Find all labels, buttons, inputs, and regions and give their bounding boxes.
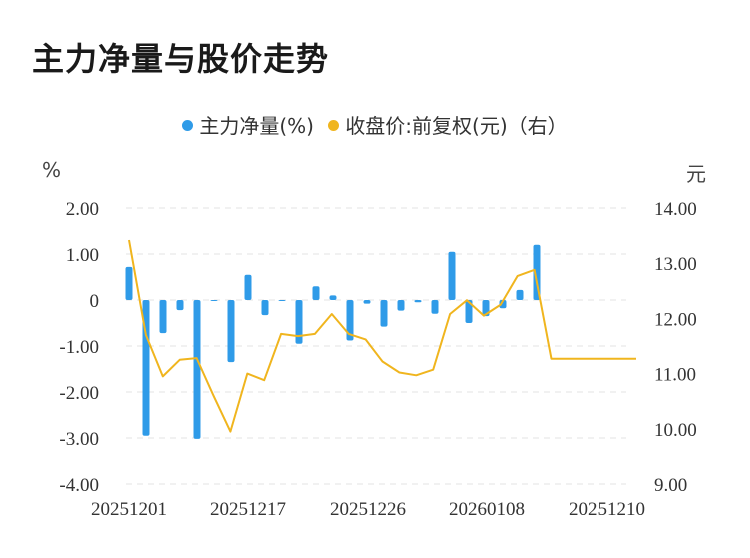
x-axis-tick-label: 20251217: [210, 499, 286, 520]
right-axis-unit: 元: [686, 162, 706, 186]
right-axis-tick-label: 14.00: [654, 199, 697, 220]
left-axis-tick-label: -3.00: [59, 429, 99, 450]
net-flow-bar: [176, 300, 184, 311]
net-flow-bar: [363, 300, 371, 304]
x-axis-tick-label: 20251201: [91, 499, 167, 520]
chart-title: 主力净量与股价走势: [32, 40, 330, 78]
left-axis-unit: %: [42, 158, 62, 182]
right-axis-tick-label: 9.00: [654, 475, 687, 496]
close-price-line: [128, 239, 636, 433]
net-flow-bar: [465, 300, 473, 323]
net-flow-bar: [380, 300, 388, 327]
left-axis-tick-label: -1.00: [59, 337, 99, 358]
right-axis-tick-label: 12.00: [654, 309, 697, 330]
net-flow-bar: [125, 266, 133, 300]
net-flow-bar: [244, 274, 252, 300]
legend: 主力净量(%) 收盘价:前复权(元)（右）: [0, 110, 750, 139]
net-flow-bar: [329, 295, 337, 300]
net-flow-bar: [142, 300, 150, 436]
right-axis-tick-label: 13.00: [654, 254, 697, 275]
net-flow-bar: [431, 300, 439, 314]
net-flow-bar: [312, 286, 320, 300]
net-flow-bar: [414, 300, 422, 303]
left-axis-tick-label: 0: [90, 291, 100, 312]
left-axis-tick-label: 1.00: [66, 245, 99, 266]
net-flow-bar: [397, 300, 405, 311]
net-flow-bar: [227, 300, 235, 363]
right-axis-tick-label: 10.00: [654, 420, 697, 441]
net-flow-bar: [278, 300, 286, 301]
left-axis-tick-label: 2.00: [66, 199, 99, 220]
right-axis-tick-label: 11.00: [654, 365, 696, 386]
net-flow-bar: [193, 300, 201, 439]
legend-marker-net-flow: [182, 120, 194, 131]
net-flow-bar: [295, 300, 303, 344]
legend-item-net-flow[interactable]: 主力净量(%): [182, 110, 314, 139]
x-axis-tick-label: 20251210: [569, 499, 645, 520]
left-axis-tick-label: -4.00: [59, 475, 99, 496]
net-flow-bar: [210, 300, 218, 301]
x-axis-tick-label: 20260108: [449, 499, 525, 520]
net-flow-bar: [533, 244, 541, 300]
legend-marker-close-price: [328, 120, 340, 131]
legend-label-net-flow: 主力净量(%): [199, 114, 314, 138]
net-flow-bar: [448, 251, 456, 300]
legend-label-close-price: 收盘价:前复权(元)（右）: [345, 114, 568, 138]
x-axis-tick-label: 20251226: [330, 499, 406, 520]
net-flow-bar: [346, 300, 354, 341]
legend-item-close-price[interactable]: 收盘价:前复权(元)（右）: [328, 110, 568, 139]
net-flow-bar: [159, 300, 167, 334]
left-axis-tick-label: -2.00: [59, 383, 99, 404]
net-flow-bar: [261, 300, 269, 316]
net-flow-bar: [516, 289, 524, 300]
